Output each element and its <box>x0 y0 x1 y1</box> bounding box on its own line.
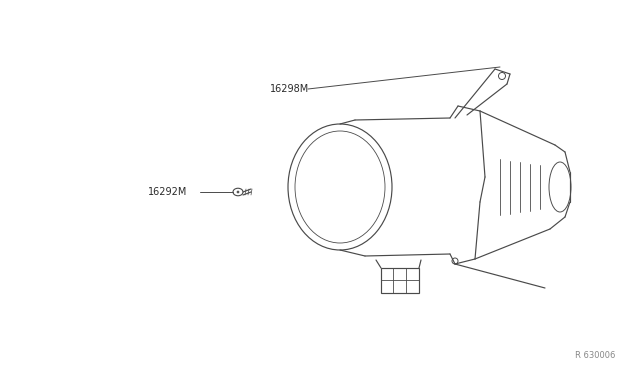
Text: R 630006: R 630006 <box>575 351 615 360</box>
Bar <box>381 268 419 293</box>
Text: 16298M: 16298M <box>270 84 309 94</box>
Ellipse shape <box>237 191 239 193</box>
Text: 16292M: 16292M <box>148 187 188 197</box>
